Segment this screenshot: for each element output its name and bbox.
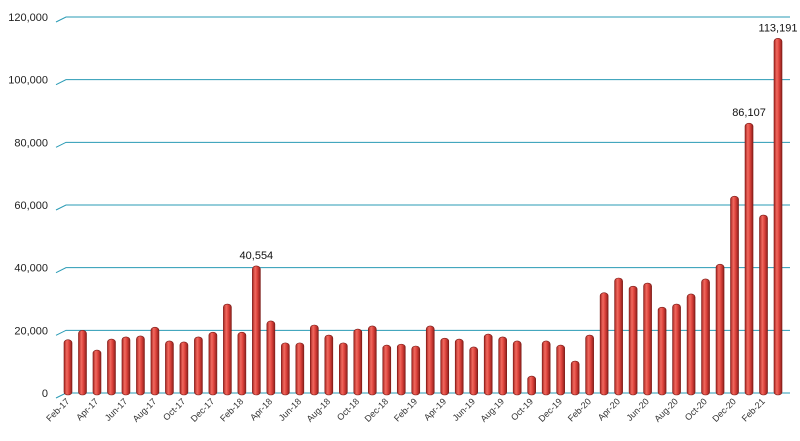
gridline — [55, 329, 790, 336]
bar-Jul-20 — [657, 306, 667, 396]
bar-Sep-20 — [686, 293, 696, 396]
data-label: 86,107 — [732, 107, 766, 119]
bar-Jul-19 — [483, 333, 493, 396]
x-tick-label: Apr-17 — [74, 396, 100, 422]
y-axis: 0 20,000 40,000 60,000 80,000 100,000 120,000 — [8, 12, 48, 400]
bar-Aug-20 — [672, 303, 681, 396]
bar-Oct-20 — [701, 278, 710, 396]
bar-Sep-19 — [512, 340, 522, 396]
x-tick-label: Aug-17 — [131, 396, 159, 424]
bar-May-20 — [628, 285, 638, 396]
bar-Feb-21 — [759, 214, 768, 396]
bar-Mar-21 — [773, 38, 783, 396]
x-tick-label: Aug-19 — [479, 396, 507, 424]
x-tick-label: Feb-18 — [218, 396, 245, 423]
x-tick-label: Feb-20 — [566, 396, 593, 423]
bar-Dec-17 — [208, 331, 218, 396]
bar-Jun-17 — [121, 336, 131, 396]
bar-Mar-19 — [425, 325, 435, 396]
y-tick-label: 0 — [42, 388, 48, 400]
bar-Feb-19 — [411, 345, 421, 396]
bar-Nov-17 — [194, 336, 203, 396]
x-tick-label: Jun-20 — [624, 396, 651, 423]
y-tick-label: 60,000 — [14, 200, 48, 212]
x-tick-label: Oct-19 — [509, 396, 535, 422]
x-tick-label: Jun-19 — [451, 396, 478, 423]
gridlines — [55, 16, 790, 399]
gridline — [55, 204, 790, 211]
x-tick-label: Jun-17 — [103, 396, 130, 423]
x-tick-label: Feb-21 — [740, 396, 767, 423]
bar-Nov-20 — [715, 263, 725, 396]
bar-Oct-18 — [353, 328, 363, 396]
gridline — [55, 141, 790, 148]
bar-Jun-19 — [469, 346, 479, 396]
x-tick-label: Feb-17 — [44, 396, 71, 423]
y-tick-label: 20,000 — [14, 325, 48, 337]
bar-Apr-19 — [440, 337, 450, 396]
y-tick-label: 120,000 — [8, 12, 48, 24]
data-label: 113,191 — [759, 22, 798, 34]
bar-Feb-20 — [585, 334, 594, 396]
gridline — [55, 267, 790, 274]
bar-Aug-17 — [150, 326, 160, 396]
bar-Aug-19 — [498, 336, 507, 396]
bar-Mar-17 — [78, 330, 87, 396]
bar-May-17 — [107, 338, 116, 396]
x-tick-label: Oct-18 — [335, 396, 361, 422]
bar-Jun-18 — [295, 342, 305, 396]
bar-Jul-17 — [136, 335, 145, 396]
bar-Sep-17 — [165, 340, 174, 396]
bar-Apr-17 — [92, 349, 102, 396]
bar-Jan-18 — [223, 303, 232, 396]
bar-May-18 — [281, 342, 290, 396]
x-tick-label: Oct-20 — [683, 396, 709, 422]
x-tick-label: Feb-19 — [392, 396, 419, 423]
bar-Dec-19 — [556, 344, 565, 396]
x-tick-label: Jun-18 — [277, 396, 304, 423]
y-tick-label: 100,000 — [8, 75, 48, 87]
bar-Aug-18 — [324, 334, 334, 396]
bar-Mar-18 — [252, 265, 261, 396]
x-tick-label: Aug-20 — [652, 396, 680, 424]
x-tick-label: Aug-18 — [305, 396, 333, 424]
bar-Jun-20 — [643, 282, 652, 396]
bar-Dec-20 — [730, 195, 739, 396]
x-tick-label: Dec-19 — [536, 396, 564, 424]
bars — [63, 38, 783, 396]
bar-Sep-18 — [339, 342, 348, 396]
bar-Feb-17 — [63, 339, 73, 396]
gridline — [55, 79, 790, 86]
x-tick-label: Apr-18 — [248, 396, 274, 422]
y-tick-label: 80,000 — [14, 137, 48, 149]
x-tick-label: Apr-20 — [596, 396, 622, 422]
bar-Dec-18 — [382, 344, 392, 396]
x-tick-label: Oct-17 — [161, 396, 187, 422]
bar-Nov-19 — [541, 340, 551, 396]
x-tick-label: Dec-18 — [363, 396, 391, 424]
x-tick-label: Apr-19 — [422, 396, 448, 422]
bar-Nov-18 — [367, 325, 377, 396]
bar-Mar-20 — [599, 292, 609, 396]
bar-Feb-18 — [237, 331, 247, 396]
bar-Apr-20 — [614, 277, 623, 396]
bar-May-19 — [454, 338, 464, 396]
bar-Jan-21 — [744, 122, 754, 396]
bar-Jan-20 — [570, 360, 580, 396]
x-tick-label: Dec-20 — [710, 396, 738, 424]
data-labels: 40,554 86,107 113,191 — [240, 22, 798, 262]
bar-Oct-17 — [179, 341, 189, 396]
y-tick-label: 40,000 — [14, 263, 48, 275]
gridline — [55, 16, 790, 23]
x-tick-label: Dec-17 — [189, 396, 217, 424]
bar-Oct-19 — [527, 375, 536, 396]
x-axis: Feb-17 Apr-17 Jun-17 Aug-17 Oct-17 Dec-17 Feb-… — [44, 396, 767, 424]
data-label: 40,554 — [240, 250, 274, 262]
bar-Apr-18 — [266, 320, 276, 396]
bar-Jul-18 — [310, 324, 319, 396]
bar-Jan-19 — [396, 343, 406, 396]
